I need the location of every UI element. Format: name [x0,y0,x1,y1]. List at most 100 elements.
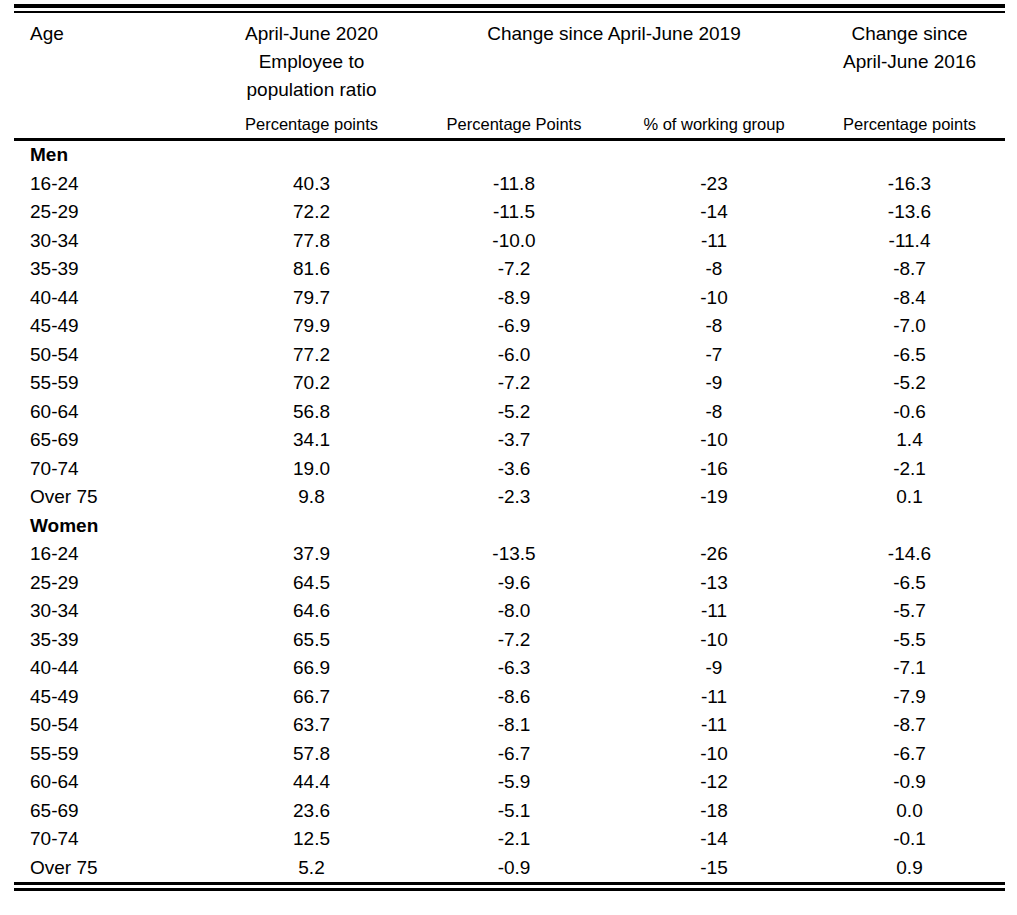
section-row: Women [14,512,1005,541]
statistics-table-sheet: Age April-June 2020 Employee to populati… [14,4,1005,891]
age-cell: 70-74 [14,825,209,854]
change-2016-header-line-2: April-June 2016 [814,48,1005,76]
value-cell: -14.6 [814,540,1005,569]
age-cell: 45-49 [14,312,209,341]
age-cell: 25-29 [14,198,209,227]
value-cell: -11 [614,683,814,712]
value-cell: -11.4 [814,227,1005,256]
value-cell: 9.8 [209,483,414,512]
age-cell: 35-39 [14,255,209,284]
age-column-header: Age [14,13,209,110]
value-cell: 66.7 [209,683,414,712]
value-cell: -2.1 [814,455,1005,484]
table-row: 65-6923.6-5.1-180.0 [14,797,1005,826]
value-cell: -8.0 [414,597,614,626]
age-cell: 40-44 [14,284,209,313]
value-cell: -7.1 [814,654,1005,683]
value-cell: 77.8 [209,227,414,256]
value-cell: -11 [614,597,814,626]
value-cell: 23.6 [209,797,414,826]
value-cell: 77.2 [209,341,414,370]
value-cell: -6.0 [414,341,614,370]
value-cell: -13 [614,569,814,598]
age-cell: 25-29 [14,569,209,598]
value-cell: -10 [614,284,814,313]
age-cell: 50-54 [14,341,209,370]
table-row: 60-6444.4-5.9-12-0.9 [14,768,1005,797]
age-cell: Over 75 [14,854,209,883]
value-cell: -8 [614,312,814,341]
value-cell: 65.5 [209,626,414,655]
value-cell: -15 [614,854,814,883]
table-row: 50-5477.2-6.0-7-6.5 [14,341,1005,370]
value-cell: -13.5 [414,540,614,569]
value-cell: 79.7 [209,284,414,313]
value-cell: -10 [614,626,814,655]
change-2019-pct-units-label: % of working group [614,110,814,140]
value-cell: -2.3 [414,483,614,512]
value-cell: -14 [614,198,814,227]
value-cell: -11 [614,227,814,256]
value-cell: -13.6 [814,198,1005,227]
table-row: 35-3981.6-7.2-8-8.7 [14,255,1005,284]
table-body: Men16-2440.3-11.8-23-16.325-2972.2-11.5-… [14,140,1005,883]
table-row: 16-2440.3-11.8-23-16.3 [14,170,1005,199]
table-row: 45-4979.9-6.9-8-7.0 [14,312,1005,341]
value-cell: -11.5 [414,198,614,227]
change-2016-column-header: Change since April-June 2016 [814,13,1005,110]
value-cell: -9.6 [414,569,614,598]
age-cell: 35-39 [14,626,209,655]
table-row: 40-4466.9-6.3-9-7.1 [14,654,1005,683]
age-cell: 65-69 [14,426,209,455]
age-cell: 30-34 [14,227,209,256]
value-cell: -18 [614,797,814,826]
value-cell: -8.7 [814,711,1005,740]
table-row: 40-4479.7-8.9-10-8.4 [14,284,1005,313]
header-row-units: Percentage points Percentage Points % of… [14,110,1005,140]
age-units-spacer [14,110,209,140]
table-row: 55-5957.8-6.7-10-6.7 [14,740,1005,769]
value-cell: 5.2 [209,854,414,883]
table-row: 70-7412.5-2.1-14-0.1 [14,825,1005,854]
value-cell: 1.4 [814,426,1005,455]
age-cell: 70-74 [14,455,209,484]
table-row: 30-3477.8-10.0-11-11.4 [14,227,1005,256]
ratio-2020-header-line-3: population ratio [209,76,414,104]
value-cell: -6.5 [814,341,1005,370]
ratio-2020-units-label: Percentage points [209,110,414,140]
table-row: 35-3965.5-7.2-10-5.5 [14,626,1005,655]
section-row: Men [14,140,1005,170]
value-cell: 19.0 [209,455,414,484]
table-row: 16-2437.9-13.5-26-14.6 [14,540,1005,569]
value-cell: 44.4 [209,768,414,797]
value-cell: 70.2 [209,369,414,398]
value-cell: -26 [614,540,814,569]
value-cell: -5.9 [414,768,614,797]
top-rule-thick [14,4,1005,8]
age-cell: 60-64 [14,398,209,427]
age-cell: 60-64 [14,768,209,797]
change-2016-units-label: Percentage points [814,110,1005,140]
table-row: Over 755.2-0.9-150.9 [14,854,1005,883]
age-cell: 55-59 [14,740,209,769]
value-cell: -14 [614,825,814,854]
value-cell: -16.3 [814,170,1005,199]
value-cell: 0.0 [814,797,1005,826]
ratio-2020-header-line-1: April-June 2020 [209,20,414,48]
value-cell: -6.9 [414,312,614,341]
value-cell: -7.0 [814,312,1005,341]
age-cell: 16-24 [14,540,209,569]
table-row: 30-3464.6-8.0-11-5.7 [14,597,1005,626]
value-cell: -8.7 [814,255,1005,284]
age-cell: Over 75 [14,483,209,512]
value-cell: -10.0 [414,227,614,256]
value-cell: -11.8 [414,170,614,199]
value-cell: -5.5 [814,626,1005,655]
table-row: 45-4966.7-8.6-11-7.9 [14,683,1005,712]
value-cell: 66.9 [209,654,414,683]
header-row-main: Age April-June 2020 Employee to populati… [14,13,1005,110]
value-cell: -7.9 [814,683,1005,712]
change-2019-pp-units-label: Percentage Points [414,110,614,140]
ratio-2020-header-line-2: Employee to [209,48,414,76]
value-cell: -8.1 [414,711,614,740]
